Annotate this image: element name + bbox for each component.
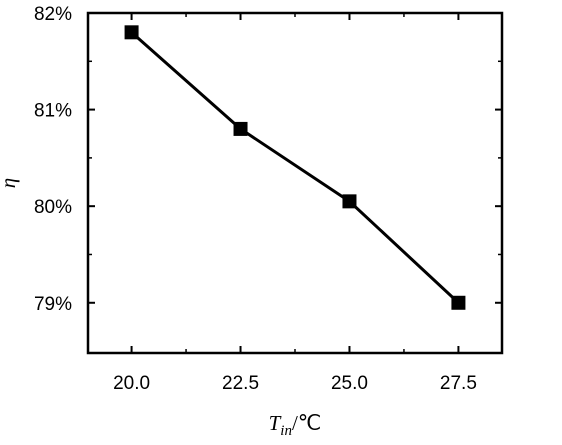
- data-point-marker: [342, 194, 357, 209]
- data-point-marker: [451, 295, 466, 310]
- plot-frame: [86, 11, 504, 355]
- series-line: [130, 31, 460, 304]
- y-tick-label: 80%: [34, 197, 72, 218]
- x-tick-label: 20.0: [113, 373, 150, 394]
- minor-ticks: [88, 13, 502, 353]
- y-axis-label: η: [0, 178, 20, 188]
- x-axis-label-unit: /℃: [292, 411, 321, 435]
- x-tick-labels: 20.0 22.5 25.0 27.5: [113, 373, 477, 394]
- x-axis-label-symbol: T: [269, 411, 282, 435]
- data-point-marker: [233, 121, 248, 136]
- y-tick-label: 82%: [34, 4, 72, 25]
- x-axis-label: Tin/℃: [269, 411, 322, 439]
- y-tick-label: 81%: [34, 101, 72, 122]
- series-layer: [124, 25, 466, 310]
- y-tick-labels: 79% 80% 81% 82%: [34, 4, 72, 315]
- x-axis-label-subscript: in: [280, 423, 292, 439]
- data-point-marker: [124, 25, 139, 40]
- y-tick-label: 79%: [34, 294, 72, 315]
- x-tick-label: 25.0: [331, 373, 368, 394]
- major-ticks: [88, 12, 502, 353]
- x-tick-label: 27.5: [440, 373, 477, 394]
- x-tick-label: 22.5: [222, 373, 259, 394]
